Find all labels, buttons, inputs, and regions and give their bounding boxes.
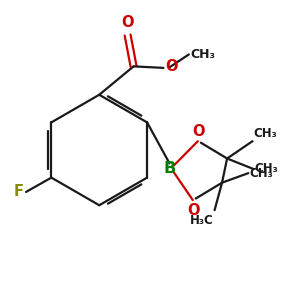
- Text: O: O: [165, 59, 178, 74]
- Text: H₃C: H₃C: [190, 214, 213, 227]
- Text: B: B: [163, 161, 176, 176]
- Text: O: O: [187, 203, 199, 218]
- Text: O: O: [192, 124, 204, 139]
- Text: CH₃: CH₃: [254, 127, 278, 140]
- Text: CH₃: CH₃: [255, 163, 278, 176]
- Text: F: F: [14, 184, 24, 200]
- Text: CH₃: CH₃: [190, 48, 215, 61]
- Text: CH₃: CH₃: [250, 167, 273, 180]
- Text: O: O: [122, 15, 134, 30]
